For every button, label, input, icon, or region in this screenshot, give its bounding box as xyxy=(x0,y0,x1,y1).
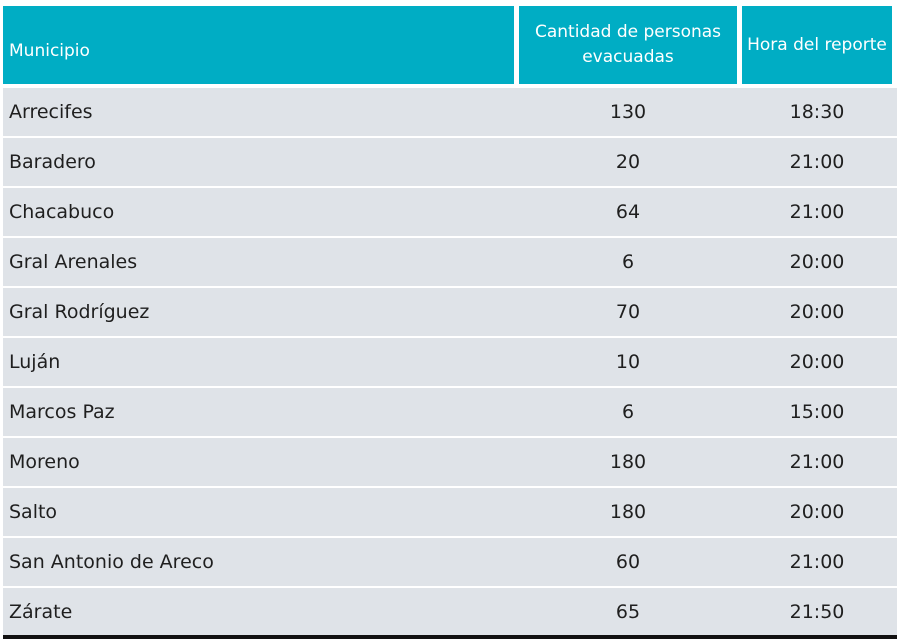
cell-hora: 20:00 xyxy=(789,300,845,323)
cell-municipio: Chacabuco xyxy=(9,200,115,223)
cell-municipio: Gral Arenales xyxy=(9,250,138,273)
table-header-row: Municipio Cantidad de personas evacuadas… xyxy=(3,6,897,84)
cell-municipio: Gral Rodríguez xyxy=(9,300,150,323)
cell-cantidad: 180 xyxy=(609,450,647,473)
table-body: Arrecifes 130 18:30 Baradero 20 21:00 Ch… xyxy=(3,88,897,638)
cell-cantidad: 60 xyxy=(615,550,641,573)
cell-cantidad: 180 xyxy=(609,500,647,523)
cell-cantidad: 64 xyxy=(615,200,641,223)
table-row: Marcos Paz 6 15:00 xyxy=(3,388,897,436)
cell-hora: 21:00 xyxy=(789,200,845,223)
cell-hora: 20:00 xyxy=(789,500,845,523)
header-cantidad: Cantidad de personas evacuadas xyxy=(519,6,737,84)
table-row: San Antonio de Areco 60 21:00 xyxy=(3,538,897,586)
cell-municipio: Luján xyxy=(9,350,61,373)
table-row: Baradero 20 21:00 xyxy=(3,138,897,186)
cell-cantidad: 65 xyxy=(615,600,641,623)
header-hora-label: Hora del reporte xyxy=(747,34,887,55)
table-bottom-rule xyxy=(3,635,897,639)
table-row: Zárate 65 21:50 xyxy=(3,588,897,636)
cell-hora: 21:50 xyxy=(789,600,845,623)
cell-cantidad: 20 xyxy=(615,150,641,173)
cell-hora: 20:00 xyxy=(789,250,845,273)
cell-municipio: Salto xyxy=(9,500,58,523)
cell-cantidad: 6 xyxy=(621,400,635,423)
cell-cantidad: 6 xyxy=(621,250,635,273)
header-hora: Hora del reporte xyxy=(742,6,892,84)
table-row: Arrecifes 130 18:30 xyxy=(3,88,897,136)
cell-hora: 21:00 xyxy=(789,150,845,173)
evacuees-table: Municipio Cantidad de personas evacuadas… xyxy=(3,6,897,638)
cell-hora: 18:30 xyxy=(789,100,845,123)
header-cantidad-label: Cantidad de personas evacuadas xyxy=(534,22,722,67)
cell-cantidad: 130 xyxy=(609,100,647,123)
cell-hora: 20:00 xyxy=(789,350,845,373)
cell-municipio: Marcos Paz xyxy=(9,400,115,423)
cell-hora: 21:00 xyxy=(789,550,845,573)
cell-municipio: Arrecifes xyxy=(9,100,93,123)
table-row: Luján 10 20:00 xyxy=(3,338,897,386)
cell-cantidad: 10 xyxy=(615,350,641,373)
table-row: Moreno 180 21:00 xyxy=(3,438,897,486)
header-municipio-label: Municipio xyxy=(9,40,90,61)
cell-municipio: Baradero xyxy=(9,150,96,173)
table-row: Chacabuco 64 21:00 xyxy=(3,188,897,236)
header-municipio: Municipio xyxy=(3,6,514,84)
cell-hora: 15:00 xyxy=(789,400,845,423)
table-row: Salto 180 20:00 xyxy=(3,488,897,536)
cell-municipio: Moreno xyxy=(9,450,80,473)
cell-cantidad: 70 xyxy=(615,300,641,323)
table-row: Gral Arenales 6 20:00 xyxy=(3,238,897,286)
cell-municipio: Zárate xyxy=(9,600,73,623)
cell-hora: 21:00 xyxy=(789,450,845,473)
table-row: Gral Rodríguez 70 20:00 xyxy=(3,288,897,336)
cell-municipio: San Antonio de Areco xyxy=(9,550,214,573)
